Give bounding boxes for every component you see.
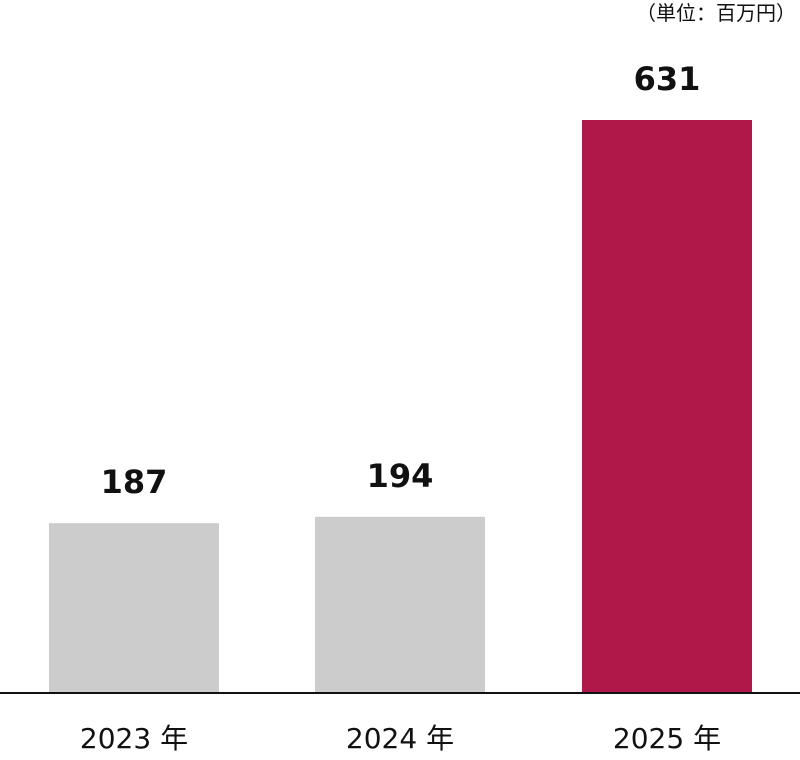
unit-label: （単位：百万円） [636,1,796,25]
bar-2 [582,120,752,693]
bar-1 [315,516,485,693]
value-label-0: 187 [101,463,168,501]
bar-0 [49,523,219,693]
category-label-2: 2025 年 [613,722,721,755]
category-labels-group: 2023 年 2024 年 2025 年 [80,722,721,755]
bars-group [49,120,752,693]
value-label-1: 194 [367,457,434,495]
value-label-2: 631 [634,60,701,98]
value-labels-group: 187 194 631 [101,60,701,501]
category-label-1: 2024 年 [346,722,454,755]
category-label-0: 2023 年 [80,722,188,755]
